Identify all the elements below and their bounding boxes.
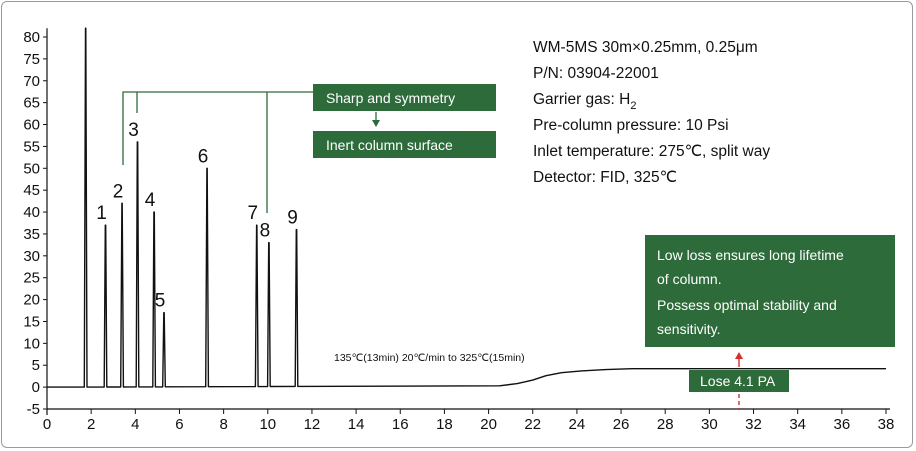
y-tick-label: 60 — [23, 117, 40, 134]
sharp-callout: Sharp and symmetry Inert column surface — [122, 84, 496, 213]
peak-label-1: 1 — [96, 203, 107, 224]
peak-label-9: 9 — [287, 208, 298, 229]
info-part-number: P/N: 03904-22001 — [533, 65, 659, 82]
peak-label-6: 6 — [198, 146, 209, 167]
x-tick-label: 4 — [131, 416, 139, 433]
x-tick-label: 32 — [745, 416, 762, 433]
lose-box — [689, 370, 789, 392]
x-tick-label: 16 — [392, 416, 409, 433]
up-arrow-head — [735, 352, 743, 359]
y-tick-label: 35 — [23, 226, 40, 243]
x-tick-label: 8 — [219, 416, 227, 433]
x-tick-label: 18 — [436, 416, 453, 433]
x-tick-label: 12 — [304, 416, 321, 433]
x-tick-label: 30 — [701, 416, 718, 433]
y-tick-label: 70 — [23, 73, 40, 90]
x-tick-label: 38 — [878, 416, 895, 433]
inert-surface-label: Inert column surface — [326, 137, 453, 153]
info-column-spec: WM-5MS 30m×0.25mm, 0.25μm — [533, 39, 758, 56]
lifetime-line-3: Possess optimal stability and — [657, 297, 837, 313]
y-tick-label: 5 — [32, 357, 40, 374]
peak-labels: 12 3 4 5 6 789 — [96, 120, 298, 312]
y-tick-label: 65 — [23, 95, 40, 112]
peak-label-8: 8 — [260, 221, 271, 242]
x-tick-label: 0 — [43, 416, 51, 433]
x-tick-label: 28 — [657, 416, 674, 433]
lose-label: Lose 4.1 PA — [700, 373, 776, 389]
down-arrow-head — [372, 120, 380, 127]
y-tick-label: 50 — [23, 160, 40, 177]
lifetime-line-2: of column. — [657, 271, 722, 287]
peak-label-2: 2 — [113, 181, 124, 202]
y-tick-label: 75 — [23, 51, 40, 68]
x-tick-label: 26 — [613, 416, 630, 433]
y-tick-label: 30 — [23, 248, 40, 265]
info-carrier-gas: Garrier gas: H2 — [533, 91, 636, 112]
y-tick-label: 40 — [23, 204, 40, 221]
lifetime-box — [645, 235, 895, 347]
x-tick-label: 10 — [259, 416, 276, 433]
x-tick-label: 14 — [348, 416, 365, 433]
chromatogram-trace — [47, 27, 886, 388]
info-pressure: Pre-column pressure: 10 Psi — [533, 117, 729, 134]
y-tick-label: 20 — [23, 292, 40, 309]
inert-surface-box — [313, 131, 496, 158]
x-tick-label: 20 — [480, 416, 497, 433]
temperature-program-note: 135℃(13min) 20℃/min to 325℃(15min) — [334, 352, 525, 364]
x-tick-label: 36 — [833, 416, 850, 433]
peak-label-7: 7 — [247, 203, 258, 224]
y-tick-label: 0 — [32, 379, 40, 396]
info-inlet-temperature: Inlet temperature: 275℃, split way — [533, 143, 770, 160]
y-tick-label: 55 — [23, 138, 40, 155]
lifetime-callout: Low loss ensures long lifetime of column… — [645, 235, 895, 410]
x-tick-label: 2 — [87, 416, 95, 433]
x-tick-label: 6 — [175, 416, 183, 433]
sharp-symmetry-box — [313, 84, 496, 111]
info-block: WM-5MS 30m×0.25mm, 0.25μm P/N: 03904-220… — [533, 39, 770, 186]
x-tick-label: 22 — [524, 416, 541, 433]
peak-label-5: 5 — [155, 291, 166, 312]
axes — [46, 28, 890, 415]
y-tick-label: 25 — [23, 270, 40, 287]
y-tick-label: 15 — [23, 313, 40, 330]
peak-label-4: 4 — [145, 190, 156, 211]
x-tick-label: 24 — [569, 416, 586, 433]
info-detector: Detector: FID, 325℃ — [533, 169, 677, 186]
y-tick-label: 10 — [23, 335, 40, 352]
y-tick-label: 80 — [23, 29, 40, 46]
peak-label-3: 3 — [128, 120, 139, 141]
sharp-symmetry-label: Sharp and symmetry — [326, 90, 455, 106]
y-tick-label: -5 — [27, 401, 40, 418]
y-tick-label: 45 — [23, 182, 40, 199]
lifetime-line-1: Low loss ensures long lifetime — [657, 247, 844, 263]
bracket-line — [122, 91, 313, 165]
x-tick-label: 34 — [789, 416, 806, 433]
lifetime-line-4: sensitivity. — [657, 321, 721, 337]
